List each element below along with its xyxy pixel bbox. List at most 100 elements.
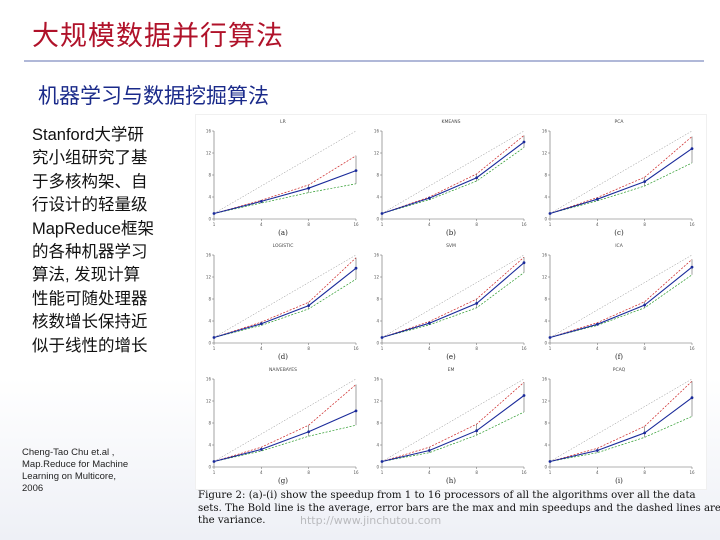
body-text: Stanford大学研 究小组研究了基 于多核构架、自 行设计的轻量级 MapR… [32,124,190,358]
average-speedup-line [381,395,525,463]
y-tick-label: 8 [208,297,211,302]
y-tick-label: 12 [206,399,212,404]
speedup-plot-svg: 0 4 8 12 16 1 4 8 16 [374,129,527,228]
citation-line: Map.Reduce for Machine [22,459,129,470]
data-point [690,147,694,150]
x-tick-label: 4 [428,346,431,351]
y-tick-label: 4 [544,319,547,324]
linear-reference-line [213,130,357,214]
max-speedup-line [549,259,693,338]
plot-name: PCA [614,120,624,125]
y-tick-label: 8 [376,421,379,426]
data-point [307,186,311,190]
y-tick-label: 12 [374,151,380,156]
plot-label: (i) [615,477,623,485]
min-speedup-line [381,272,525,338]
plot-name: LOGISTIC [272,244,294,249]
x-tick-label: 1 [213,470,216,475]
body-line: MapReduce框架 [32,219,154,238]
speedup-plot-panel: 0 4 8 12 16 1 4 8 16 PCAQ (i) [536,367,702,491]
x-tick-label: 1 [381,222,384,227]
max-speedup-line [213,155,357,214]
linear-reference-line [213,254,357,338]
plot-label: (e) [446,353,456,361]
plot-label: (h) [446,477,456,485]
x-tick-label: 16 [353,346,359,351]
data-point [259,448,263,451]
x-tick-label: 8 [643,470,646,475]
linear-reference-line [549,130,693,214]
body-line: 究小组研究了基 [32,149,148,168]
caption-line: Figure 2: (a)-(i) show the speedup from … [198,490,696,501]
y-tick-label: 0 [208,465,211,470]
y-tick-label: 0 [376,217,379,222]
x-tick-label: 1 [381,470,384,475]
average-speedup-line [549,266,693,339]
body-line: 性能可随处理器 [32,289,148,308]
plot-label: (b) [446,229,456,237]
y-tick-label: 0 [544,465,547,470]
plot-name: ICA [615,244,623,249]
x-tick-label: 1 [213,346,216,351]
y-tick-label: 16 [206,253,212,258]
max-speedup-line [213,257,357,338]
plot-name: SVM [446,244,456,249]
y-tick-label: 4 [208,319,211,324]
x-tick-label: 4 [260,222,263,227]
x-tick-label: 1 [549,470,552,475]
y-tick-label: 4 [544,195,547,200]
linear-reference-line [381,130,525,214]
average-speedup-line [549,148,693,215]
max-speedup-line [213,384,357,462]
x-tick-label: 4 [596,470,599,475]
y-tick-label: 4 [544,443,547,448]
body-line: 于多核构架、自 [32,172,148,191]
caption-line: sets. The Bold line is the average, erro… [198,502,720,514]
body-line: 算法, 发现计算 [32,266,141,285]
plot-label: (c) [614,229,624,237]
plot-label: (d) [278,353,288,361]
min-speedup-line [213,183,357,214]
citation-line: Cheng-Tao Chu et.al , [22,447,115,458]
speedup-plot-panel: 0 4 8 12 16 1 4 8 16 KMEANS (b) [368,119,534,243]
x-tick-label: 4 [428,222,431,227]
speedup-plot-svg: 0 4 8 12 16 1 4 8 16 [542,377,695,476]
average-speedup-line [549,397,693,463]
y-tick-label: 16 [542,377,548,382]
citation-line: Learning on Multicore, [22,471,116,482]
data-point [548,212,552,215]
speedup-plot-svg: 0 4 8 12 16 1 4 8 16 [542,253,695,352]
min-speedup-line [549,162,693,214]
plot-label: (a) [278,229,288,237]
data-point [354,266,358,270]
speedup-plot-panel: 0 4 8 12 16 1 4 8 16 NAIVEBAYES (g) [200,367,366,491]
plot-label: (g) [278,477,288,485]
y-tick-label: 16 [374,253,380,258]
x-tick-label: 16 [689,346,695,351]
data-point [307,430,311,434]
plot-name: PCAQ [612,368,626,373]
x-tick-label: 16 [689,222,695,227]
data-point [522,140,526,144]
data-point [427,449,431,452]
speedup-plot-svg: 0 4 8 12 16 1 4 8 16 [206,377,359,476]
figure-caption: Figure 2: (a)-(i) show the speedup from … [198,490,720,528]
data-point [380,336,384,339]
y-tick-label: 12 [374,275,380,280]
plot-name: LR [280,120,286,125]
x-tick-label: 1 [381,346,384,351]
citation: Cheng-Tao Chu et.al , Map.Reduce for Mac… [22,447,197,495]
x-tick-label: 8 [643,222,646,227]
linear-reference-line [549,254,693,338]
data-point [380,460,384,463]
data-point [212,460,216,463]
y-tick-label: 16 [206,129,212,134]
speedup-plot-panel: 0 4 8 12 16 1 4 8 16 LR (a) [200,119,366,243]
speedup-plot-panel: 0 4 8 12 16 1 4 8 16 LOGISTIC (d) [200,243,366,367]
y-tick-label: 0 [544,341,547,346]
body-line: 行设计的轻量级 [32,196,148,215]
x-tick-label: 4 [596,222,599,227]
speedup-plot-svg: 0 4 8 12 16 1 4 8 16 [542,129,695,228]
x-tick-label: 8 [643,346,646,351]
average-speedup-line [213,170,357,215]
